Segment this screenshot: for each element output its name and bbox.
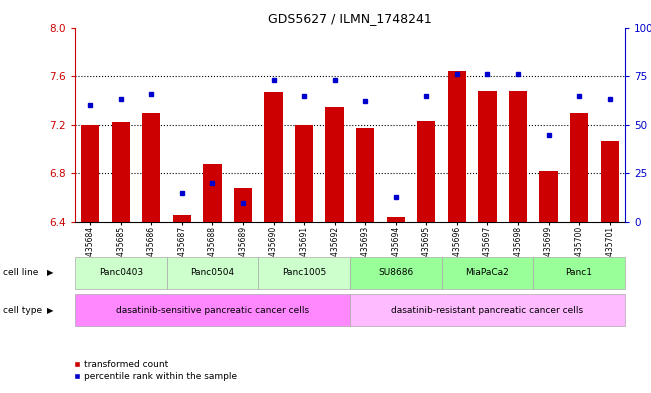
Bar bbox=[540, 171, 558, 222]
Text: Panc0504: Panc0504 bbox=[190, 268, 234, 277]
Bar bbox=[478, 91, 497, 222]
Bar bbox=[570, 113, 589, 222]
Bar bbox=[356, 129, 374, 222]
Bar bbox=[173, 215, 191, 222]
Text: Panc0403: Panc0403 bbox=[99, 268, 143, 277]
Text: dasatinib-resistant pancreatic cancer cells: dasatinib-resistant pancreatic cancer ce… bbox=[391, 306, 583, 314]
Bar bbox=[203, 164, 221, 222]
Text: Panc1005: Panc1005 bbox=[282, 268, 326, 277]
Bar bbox=[448, 71, 466, 222]
Text: ▶: ▶ bbox=[47, 306, 53, 314]
Bar bbox=[111, 122, 130, 222]
Bar bbox=[234, 188, 252, 222]
Bar bbox=[509, 91, 527, 222]
Bar bbox=[295, 125, 313, 222]
Bar bbox=[417, 121, 436, 222]
Bar bbox=[81, 125, 100, 222]
Bar bbox=[326, 107, 344, 222]
Text: Panc1: Panc1 bbox=[566, 268, 592, 277]
Text: GDS5627 / ILMN_1748241: GDS5627 / ILMN_1748241 bbox=[268, 12, 432, 25]
Text: ▶: ▶ bbox=[47, 268, 53, 277]
Bar bbox=[142, 113, 160, 222]
Bar bbox=[600, 141, 619, 222]
Bar bbox=[387, 217, 405, 222]
Bar bbox=[264, 92, 283, 222]
Text: cell line: cell line bbox=[3, 268, 38, 277]
Legend: transformed count, percentile rank within the sample: transformed count, percentile rank withi… bbox=[70, 356, 241, 385]
Text: dasatinib-sensitive pancreatic cancer cells: dasatinib-sensitive pancreatic cancer ce… bbox=[116, 306, 309, 314]
Text: cell type: cell type bbox=[3, 306, 42, 314]
Text: SU8686: SU8686 bbox=[378, 268, 413, 277]
Text: MiaPaCa2: MiaPaCa2 bbox=[465, 268, 509, 277]
